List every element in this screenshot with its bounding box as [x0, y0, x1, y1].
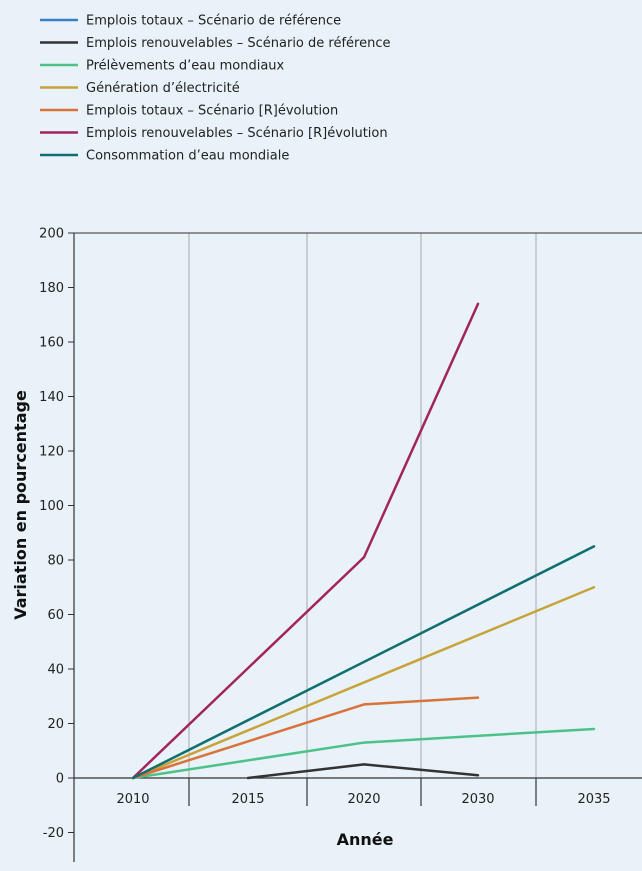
y-tick-label: 140: [39, 390, 64, 405]
y-tick-label: 160: [39, 336, 64, 351]
x-tick-label: 2020: [347, 792, 380, 807]
legend-label: Emplois renouvelables – Scénario [R]évol…: [86, 126, 388, 141]
series-line: [131, 302, 480, 780]
legend: Emplois totaux – Scénario de référence Em…: [40, 14, 390, 164]
legend-label: Prélèvements d’eau mondiaux: [86, 59, 285, 74]
y-tick-label: 180: [39, 281, 64, 296]
series-line: [131, 545, 596, 780]
series-line: [131, 696, 480, 780]
legend-label: Emplois totaux – Scénario de référence: [86, 14, 341, 29]
y-tick-label: 200: [39, 227, 64, 242]
y-tick-label: 120: [39, 445, 64, 460]
legend-label: Emplois renouvelables – Scénario de réfé…: [86, 36, 390, 51]
legend-label: Génération d’électricité: [86, 81, 240, 96]
x-axis-title: Année: [337, 830, 394, 849]
legend-label: Consommation d’eau mondiale: [86, 149, 289, 164]
x-tick-label: 2030: [461, 792, 494, 807]
series-line: [246, 763, 480, 780]
legend-label: Emplois totaux – Scénario [R]évolution: [86, 104, 338, 119]
x-tick-label: 2010: [116, 792, 149, 807]
y-tick-label: 100: [39, 499, 64, 514]
y-tick-label: 0: [56, 772, 64, 787]
plot-area: -20 0 20 40 60 80 100 120 140 160 180 200 2010 2015 20…: [39, 227, 642, 862]
series-line: [131, 727, 596, 780]
x-tick-label: 2015: [231, 792, 264, 807]
y-axis-title: Variation en pourcentage: [11, 390, 30, 620]
y-tick-label: 60: [47, 608, 64, 623]
y-tick-label: 80: [47, 554, 64, 569]
y-tick-label: -20: [43, 826, 64, 841]
series-line: [131, 586, 596, 780]
x-tick-label: 2035: [577, 792, 610, 807]
y-tick-label: 40: [47, 663, 64, 678]
y-tick-label: 20: [47, 717, 64, 732]
